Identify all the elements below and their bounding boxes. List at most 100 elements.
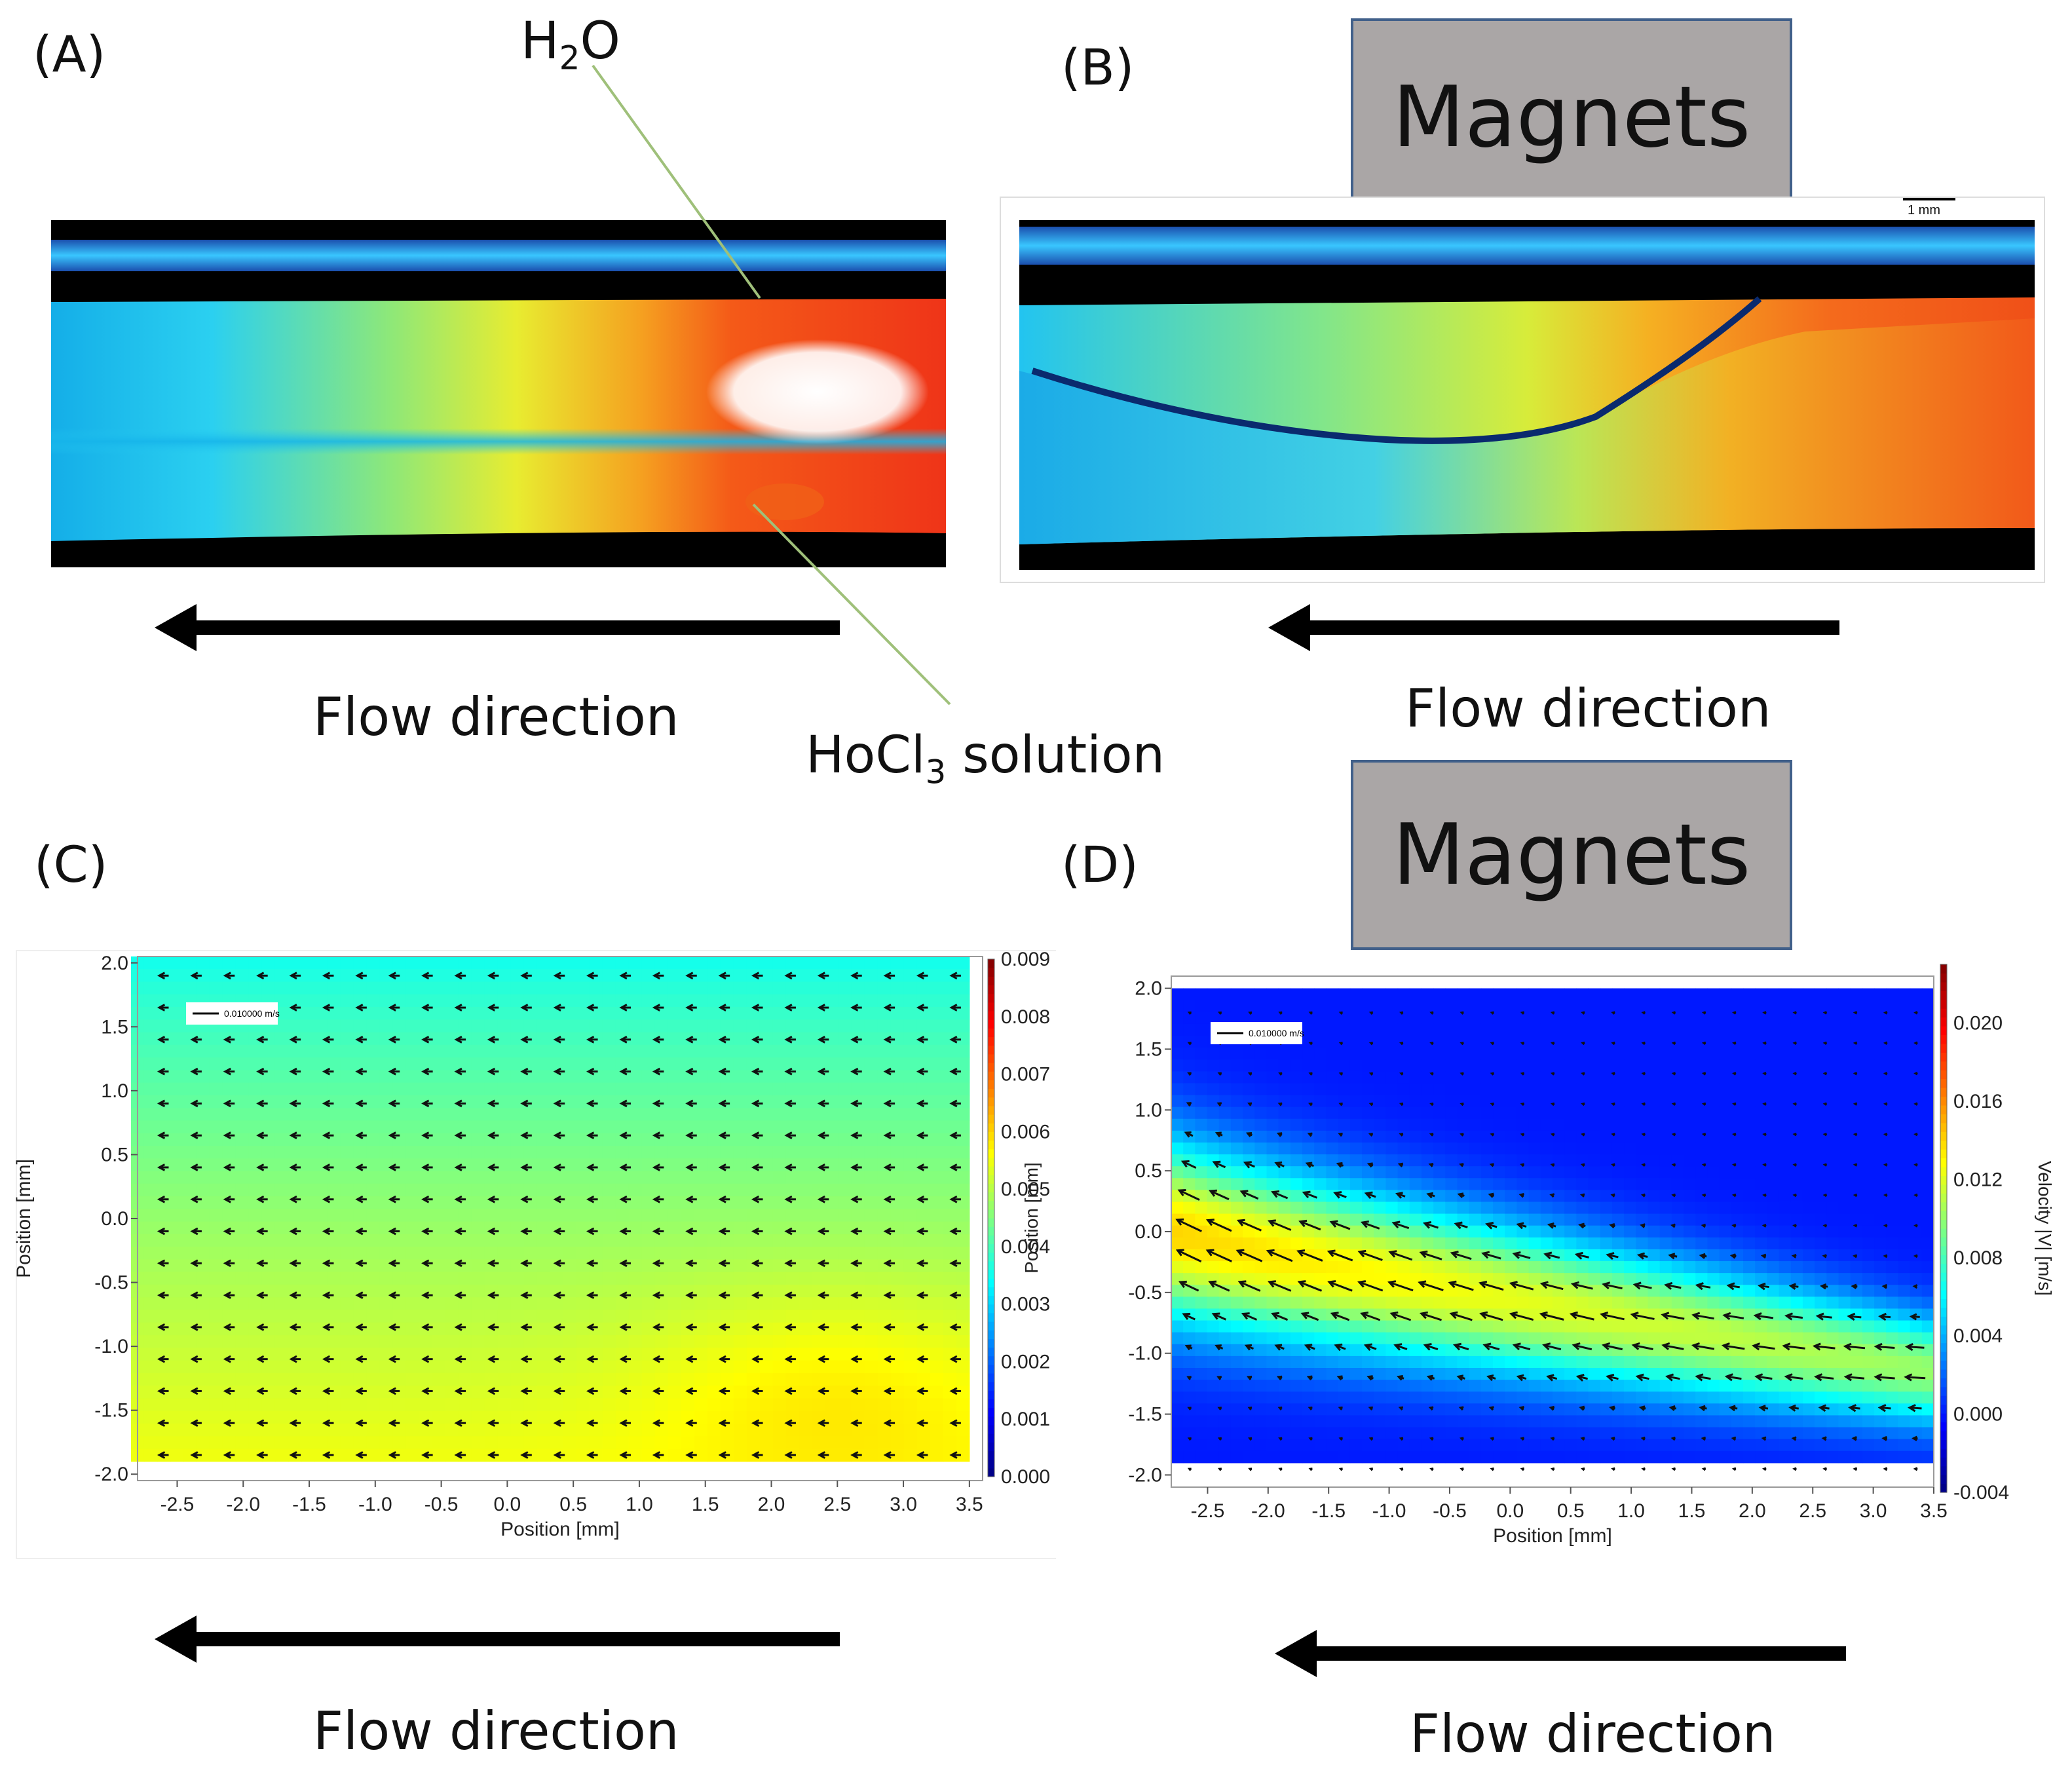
heatmap-cell xyxy=(537,1196,551,1209)
heatmap-cell xyxy=(668,1044,682,1058)
heatmap-cell xyxy=(157,994,171,1008)
heatmap-cell xyxy=(681,1108,695,1122)
heatmap-cell xyxy=(419,1372,433,1386)
heatmap-cell xyxy=(1445,1178,1458,1190)
heatmap-cell xyxy=(930,1297,944,1311)
velocity-vector xyxy=(421,1067,433,1076)
heatmap-cell xyxy=(314,994,328,1008)
heatmap-cell xyxy=(301,1057,315,1071)
heatmap-cell xyxy=(405,1183,420,1197)
heatmap-cell xyxy=(1254,1083,1268,1096)
heatmap-cell xyxy=(458,1297,472,1311)
heatmap-cell xyxy=(1588,1380,1601,1392)
heatmap-cell xyxy=(1600,988,1613,1001)
heatmap-cell xyxy=(681,1082,695,1096)
colorbar-segment xyxy=(988,1011,994,1020)
heatmap-cell xyxy=(1480,1261,1494,1274)
heatmap-cell xyxy=(366,1234,381,1247)
heatmap-cell xyxy=(550,1019,564,1033)
heatmap-cell xyxy=(916,1247,931,1260)
heatmap-cell xyxy=(1374,1308,1386,1321)
heatmap-cell xyxy=(943,994,957,1008)
velocity-vector xyxy=(685,1259,697,1268)
heatmap-cell xyxy=(1576,1012,1589,1025)
heatmap-cell xyxy=(1397,1332,1410,1345)
heatmap-cell xyxy=(1397,1450,1410,1464)
heatmap-cell xyxy=(1218,1130,1232,1143)
heatmap-cell xyxy=(1326,1261,1339,1274)
heatmap-cell xyxy=(1397,1201,1410,1215)
colorbar-segment xyxy=(988,1063,994,1072)
heatmap-cell xyxy=(1183,1450,1196,1464)
velocity-vector xyxy=(718,1163,730,1171)
panel-a-image xyxy=(51,220,946,567)
heatmap-cell xyxy=(1480,1166,1494,1179)
heatmap-cell xyxy=(1553,1178,1565,1190)
heatmap-cell xyxy=(1505,1391,1518,1404)
heatmap-cell xyxy=(510,1448,525,1462)
heatmap-cell xyxy=(209,1259,223,1273)
heatmap-cell xyxy=(877,1183,892,1197)
heatmap-cell xyxy=(890,1032,905,1046)
heatmap-cell xyxy=(759,1410,774,1424)
heatmap-cell xyxy=(1493,1190,1505,1203)
heatmap-cell xyxy=(1624,1059,1636,1072)
heatmap-cell xyxy=(1671,1237,1684,1250)
heatmap-cell xyxy=(432,1234,446,1247)
heatmap-cell xyxy=(1421,1166,1434,1179)
heatmap-cell xyxy=(1588,988,1601,1001)
heatmap-cell xyxy=(1564,1154,1577,1167)
heatmap-cell xyxy=(392,1297,407,1311)
heatmap-cell xyxy=(1171,1201,1184,1215)
velocity-vector xyxy=(454,1355,466,1363)
velocity-vector xyxy=(190,1067,202,1076)
heatmap-cell xyxy=(1218,1213,1232,1226)
heatmap-cell xyxy=(196,1386,210,1399)
heatmap-cell xyxy=(1684,1023,1696,1036)
heatmap-cell xyxy=(1409,1166,1422,1179)
heatmap-cell xyxy=(1254,1166,1268,1179)
heatmap-cell xyxy=(510,1398,525,1412)
heatmap-cell xyxy=(1218,1071,1232,1084)
heatmap-cell xyxy=(1171,1368,1184,1380)
heatmap-cell xyxy=(1516,1071,1530,1084)
heatmap-cell xyxy=(903,1032,918,1046)
heatmap-cell xyxy=(1540,1380,1553,1392)
heatmap-cell xyxy=(1671,1095,1684,1108)
heatmap-cell xyxy=(392,1410,407,1424)
heatmap-cell xyxy=(641,1032,656,1046)
heatmap-cell xyxy=(1409,1023,1422,1036)
velocity-vector xyxy=(256,1195,268,1203)
heatmap-cell xyxy=(668,1448,682,1462)
heatmap-cell xyxy=(458,1133,472,1146)
heatmap-cell xyxy=(143,1398,158,1412)
heatmap-cell xyxy=(628,1335,643,1348)
heatmap-cell xyxy=(746,1044,761,1058)
heatmap-cell xyxy=(733,1108,747,1122)
heatmap-cell xyxy=(589,1133,603,1146)
heatmap-cell xyxy=(602,1171,616,1184)
heatmap-cell xyxy=(1564,1130,1577,1143)
heatmap-cell xyxy=(733,981,747,995)
heatmap-cell xyxy=(1254,1012,1268,1025)
heatmap-cell xyxy=(196,1297,210,1311)
velocity-vector xyxy=(322,1291,334,1299)
heatmap-cell xyxy=(458,1196,472,1209)
velocity-vector xyxy=(751,1131,763,1140)
heatmap-cell xyxy=(301,1335,315,1348)
heatmap-cell xyxy=(497,1348,512,1361)
heatmap-cell xyxy=(327,1360,341,1374)
heatmap-cell xyxy=(274,1360,289,1374)
heatmap-cell xyxy=(930,1019,944,1033)
heatmap-cell xyxy=(471,1448,485,1462)
heatmap-cell xyxy=(1671,1273,1684,1285)
velocity-vector xyxy=(916,1004,928,1012)
heatmap-cell xyxy=(1553,1000,1565,1013)
heatmap-cell xyxy=(510,1423,525,1437)
heatmap-cell xyxy=(353,1348,367,1361)
velocity-vector xyxy=(289,1067,301,1076)
heatmap-cell xyxy=(1588,1048,1601,1060)
heatmap-cell xyxy=(1576,1439,1589,1452)
velocity-vector xyxy=(520,1099,532,1108)
heatmap-cell xyxy=(1302,1380,1315,1392)
